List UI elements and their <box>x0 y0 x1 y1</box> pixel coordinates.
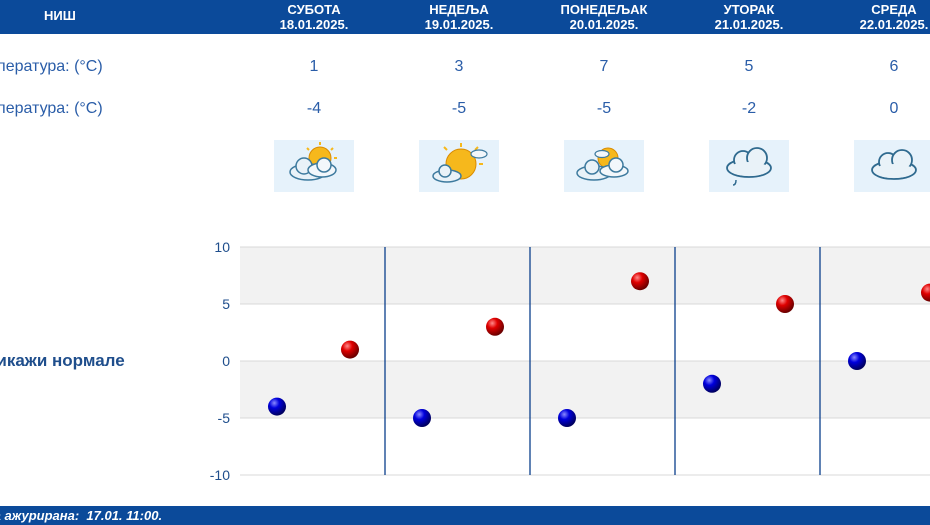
max-temp-label: температура: (°C) <box>0 58 103 75</box>
day-name: ПОНЕДЕЉАК <box>560 2 648 17</box>
min-temp-day-1: -4 <box>306 100 322 117</box>
day-date: 20.01.2025. <box>569 17 639 32</box>
min-temp-day-2: -5 <box>451 100 467 117</box>
last-updated: ва ажурирана: 17.01. 11:00. <box>0 508 163 523</box>
show-normals-link[interactable]: рикажи нормале <box>0 351 125 370</box>
sun-cloud-icon <box>419 140 499 192</box>
min-temp-label: температура: (°C) <box>0 100 103 117</box>
day-date: 22.01.2025. <box>859 17 929 32</box>
min-temp-point <box>703 374 721 393</box>
min-temp-point <box>268 397 286 416</box>
day-header-4: УТОРАК 21.01.2025. <box>694 2 804 32</box>
max-temp-day-5: 6 <box>889 58 899 75</box>
max-temp-day-2: 3 <box>454 58 464 75</box>
min-temp-point <box>413 409 431 427</box>
max-temp-point <box>341 340 359 359</box>
max-temp-point <box>486 317 504 336</box>
sun-cloud-icon <box>274 140 354 192</box>
status-footer: ва ажурирана: 17.01. 11:00. <box>0 506 930 525</box>
max-temp-point <box>921 283 930 302</box>
data-points <box>268 272 930 427</box>
day-header-1: СУБОТА 18.01.2025. <box>259 2 369 32</box>
max-temp-day-4: 5 <box>744 58 754 75</box>
day-date: 19.01.2025. <box>424 17 494 32</box>
day-name: НЕДЕЉА <box>429 2 489 17</box>
y-tick-label: -5 <box>218 410 231 426</box>
cloud-icon <box>854 140 930 192</box>
min-temp-day-3: -5 <box>596 100 612 117</box>
max-temp-day-1: 1 <box>309 58 319 75</box>
day-name: УТОРАК <box>723 2 775 17</box>
day-header-3: ПОНЕДЕЉАК 20.01.2025. <box>549 2 659 32</box>
y-tick-label: -10 <box>210 467 230 483</box>
day-header-5: СРЕДА 22.01.2025. <box>839 2 930 32</box>
grid-band <box>240 247 930 304</box>
max-temp-point <box>631 272 649 291</box>
y-tick-label: 5 <box>222 296 230 312</box>
min-temp-day-4: -2 <box>741 100 757 117</box>
max-temp-point <box>776 295 794 313</box>
day-date: 18.01.2025. <box>279 17 349 32</box>
day-date: 21.01.2025. <box>714 17 784 32</box>
chart-grid <box>240 246 930 476</box>
min-temp-day-5: 0 <box>889 100 899 117</box>
min-temp-point <box>848 352 866 370</box>
day-name: СУБОТА <box>287 2 341 17</box>
forecast-header: НИШ СУБОТА 18.01.2025. НЕДЕЉА 19.01.2025… <box>0 0 930 34</box>
temperature-chart: 10 5 0 -5 -10 <box>210 239 930 483</box>
y-axis: 10 5 0 -5 -10 <box>210 239 230 483</box>
day-name: СРЕДА <box>871 2 917 17</box>
max-temp-day-3: 7 <box>599 58 609 75</box>
grid-band <box>240 361 930 418</box>
day-dividers <box>384 247 821 475</box>
grid-band <box>240 418 930 475</box>
y-tick-label: 0 <box>222 353 230 369</box>
y-tick-label: 10 <box>214 239 230 255</box>
city-name: НИШ <box>44 8 76 23</box>
sun-cloud-icon <box>564 140 644 192</box>
cloud-drizzle-icon <box>709 140 789 192</box>
day-header-2: НЕДЕЉА 19.01.2025. <box>404 2 514 32</box>
min-temp-point <box>558 409 576 427</box>
